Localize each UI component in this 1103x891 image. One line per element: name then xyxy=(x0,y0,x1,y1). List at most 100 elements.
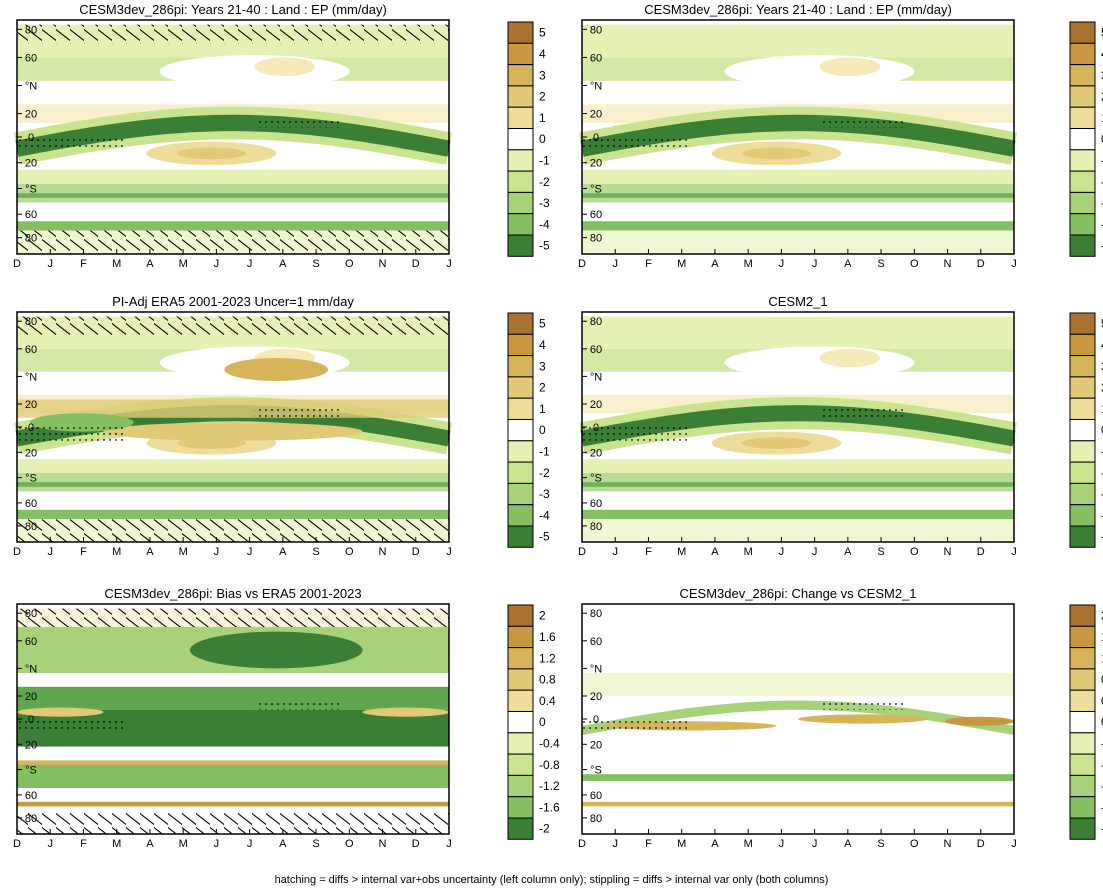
colorbar-swatch xyxy=(1069,482,1096,506)
colorbar-label: 5 xyxy=(539,317,546,331)
x-tick-label: N xyxy=(944,258,952,270)
colorbar-swatch xyxy=(1069,397,1096,421)
x-tick-label: J xyxy=(247,258,253,270)
colorbar-label: 0 xyxy=(1101,715,1103,729)
colorbar-label: -2 xyxy=(539,822,550,836)
colorbar-label: 1 xyxy=(539,402,546,416)
y-tick-label: 80 xyxy=(590,813,602,825)
y-tick-label: 0 xyxy=(593,422,599,434)
panel-1: CESM3dev_286pi: Years 21-40 : Land : EP … xyxy=(13,2,550,270)
colorbar-label: -0.8 xyxy=(1101,758,1103,772)
y-tick-label: °S xyxy=(25,183,37,195)
colorbar-label: -4 xyxy=(539,508,550,522)
y-tick-label: 0 xyxy=(28,132,34,144)
panel-4: CESM2_1DJFMAMJJASONDJ8060°N20020°S608054… xyxy=(578,294,1103,558)
colorbar-swatch xyxy=(507,461,534,484)
colorbar-label: 3 xyxy=(539,68,546,82)
y-tick-label: °N xyxy=(590,663,602,675)
y-tick-label: 60 xyxy=(590,498,602,510)
x-tick-label: J xyxy=(446,258,452,270)
colorbar-swatch xyxy=(507,106,534,129)
colorbar-label: -1 xyxy=(1101,153,1103,167)
colorbar-swatch xyxy=(507,753,534,776)
colorbar-label: 2 xyxy=(539,381,546,395)
y-tick-label: 80 xyxy=(590,233,602,245)
colorbar-label: 4 xyxy=(1101,47,1103,61)
y-tick-label: 80 xyxy=(25,24,37,36)
colorbar-swatch xyxy=(507,625,534,649)
colorbar-label: 5 xyxy=(1101,317,1103,331)
colorbar-swatch xyxy=(1069,711,1096,734)
y-tick-label: 20 xyxy=(590,691,602,703)
colorbar-swatch xyxy=(1069,376,1096,399)
y-tick-label: 20 xyxy=(25,447,37,459)
colorbar-label: -1.6 xyxy=(539,800,560,814)
colorbar-label: 0.4 xyxy=(1101,694,1103,708)
y-tick-label: 60 xyxy=(590,790,602,802)
x-tick-label: O xyxy=(345,546,354,558)
y-tick-label: °N xyxy=(590,81,602,93)
colorbar-label: -1 xyxy=(1101,444,1103,458)
colorbar: 2 1.6 1.2 0.8 0.4 0 -0.4 -0.8 -1.2 -1.6 -2 xyxy=(1069,604,1103,840)
x-tick-label: J xyxy=(47,258,53,270)
x-tick-label: O xyxy=(910,546,919,558)
colorbar-swatch xyxy=(507,355,534,378)
colorbar-swatch xyxy=(507,333,534,357)
colorbar-swatch xyxy=(507,689,534,713)
y-tick-label: 60 xyxy=(590,344,602,356)
x-tick-label: A xyxy=(146,838,154,850)
x-tick-label: J xyxy=(812,258,818,270)
panel-title: CESM3dev_286pi: Years 21-40 : Land : EP … xyxy=(79,2,387,17)
x-tick-label: A xyxy=(844,546,852,558)
colorbar-swatch xyxy=(507,647,534,670)
colorbar-label: -2 xyxy=(539,466,550,480)
x-tick-label: F xyxy=(645,258,652,270)
x-tick-label: A xyxy=(279,258,287,270)
x-tick-label: D xyxy=(578,838,586,850)
x-tick-label: S xyxy=(312,258,319,270)
y-tick-label: 80 xyxy=(590,608,602,620)
colorbar-label: 1.6 xyxy=(1101,630,1103,644)
heatmap-field xyxy=(14,312,452,542)
y-tick-label: 0 xyxy=(28,422,34,434)
colorbar-label: -2 xyxy=(1101,466,1103,480)
panel-title: CESM2_1 xyxy=(768,294,827,309)
colorbar-label: -5 xyxy=(1101,530,1103,544)
colorbar-swatch xyxy=(507,504,534,527)
colorbar-swatch xyxy=(1069,64,1096,87)
colorbar-label: -2 xyxy=(1101,822,1103,836)
colorbar-label: -4 xyxy=(539,217,550,231)
colorbar-label: 4 xyxy=(539,47,546,61)
x-tick-label: M xyxy=(744,258,753,270)
y-tick-label: 0 xyxy=(593,714,599,726)
colorbar-label: -5 xyxy=(539,239,550,253)
y-tick-label: °S xyxy=(590,183,602,195)
colorbar-swatch xyxy=(1069,106,1096,129)
colorbar-label: 0.8 xyxy=(1101,673,1103,687)
panel-3: PI-Adj ERA5 2001-2023 Uncer=1 mm/day D J F M… xyxy=(13,294,550,558)
colorbar-swatch xyxy=(507,482,534,506)
colorbar-swatch xyxy=(507,191,534,215)
colorbar-swatch xyxy=(507,604,534,627)
x-tick-label: J xyxy=(1011,258,1017,270)
y-tick-label: 20 xyxy=(25,158,37,170)
colorbar-swatch xyxy=(507,525,534,548)
colorbar-swatch xyxy=(1069,149,1096,172)
colorbar-label: -0.4 xyxy=(1101,736,1103,750)
colorbar-label: 0 xyxy=(1101,423,1103,437)
colorbar-swatch xyxy=(507,817,534,840)
colorbar-label: 2 xyxy=(539,90,546,104)
colorbar: 5 4 3 2 1 0 -1 -2 -3 -4 -5 xyxy=(1069,21,1103,257)
heatmap-field xyxy=(13,20,453,254)
colorbar-swatch xyxy=(507,312,534,335)
x-tick-label: O xyxy=(345,258,354,270)
x-tick-label: J xyxy=(1011,546,1017,558)
x-tick-label: A xyxy=(711,546,719,558)
colorbar-swatch xyxy=(507,440,534,463)
x-tick-label: M xyxy=(677,258,686,270)
colorbar-swatch xyxy=(507,42,534,66)
colorbar-swatch xyxy=(1069,796,1096,819)
colorbar: 2 1.6 1.2 0.8 0.4 0 -0.4 -0.8 -1.2 -1.6 -2 xyxy=(507,604,560,840)
colorbar-label: -1 xyxy=(539,444,550,458)
colorbar-swatch xyxy=(507,419,534,442)
